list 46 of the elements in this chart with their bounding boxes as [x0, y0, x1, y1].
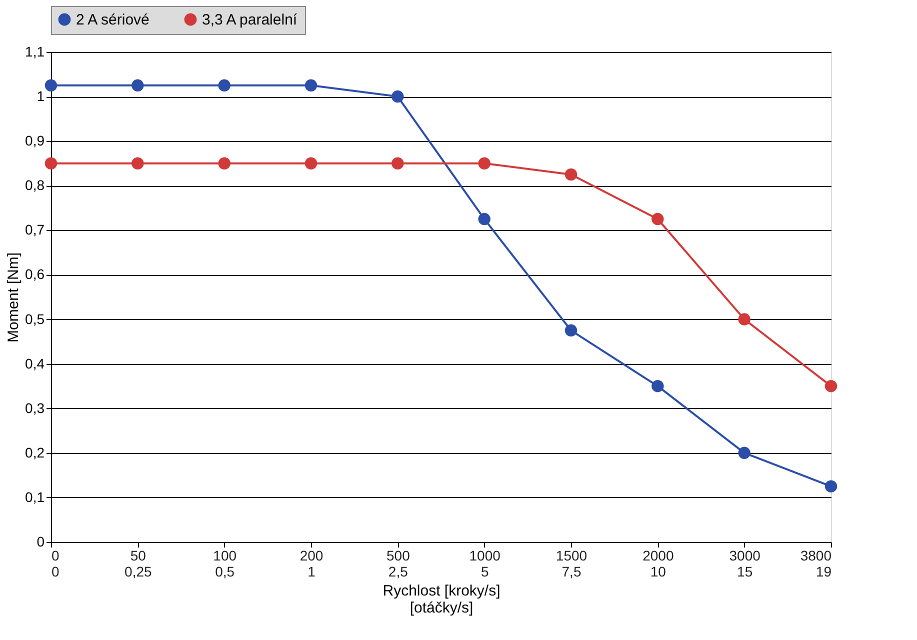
y-tick-label: 0,7	[25, 222, 45, 238]
point	[738, 313, 750, 326]
point	[824, 380, 838, 392]
y-axis-title: Moment [Nm]	[5, 252, 22, 343]
point	[392, 90, 404, 103]
y-tick-label: 0,8	[25, 177, 45, 194]
point	[652, 380, 664, 392]
y-tick-label: 0	[36, 534, 45, 550]
y-tick-label: 1,1	[25, 44, 45, 60]
point	[44, 157, 58, 170]
point	[564, 168, 578, 181]
x-tick-label: 200 1	[300, 548, 324, 580]
point	[564, 324, 578, 337]
x-tick-label: 500 2,5	[386, 548, 410, 580]
point	[218, 157, 230, 170]
y-tick-label: 0,9	[25, 132, 45, 149]
x-tick-label: 0 0	[52, 548, 60, 580]
point	[132, 157, 144, 170]
y-tick-label: 0,3	[25, 400, 45, 416]
point	[304, 157, 318, 170]
x-tick-label: 1500 7,5	[556, 548, 588, 580]
y-tick-label: 0,6	[25, 266, 45, 282]
x-axis-title: Rychlost [kroky/s] [otáčky/s]	[382, 582, 500, 616]
point	[824, 480, 838, 492]
point	[478, 212, 490, 226]
y-tick-label: 0,4	[25, 355, 45, 372]
point	[44, 79, 58, 92]
point	[132, 79, 144, 92]
legend-label: 3,3 A paralelní	[202, 12, 298, 29]
x-tick-label: 3800 19	[800, 548, 832, 580]
x-tick-label: 3000 15	[729, 548, 761, 580]
y-tick-label: 0,1	[25, 488, 45, 505]
y-tick-label: 0,5	[25, 310, 45, 327]
point	[304, 79, 318, 92]
y-tick-label: 0,2	[25, 444, 45, 460]
y-tick-label: 1	[36, 88, 45, 104]
x-tick-label: 50 0,25	[124, 548, 152, 580]
point	[478, 157, 490, 170]
x-tick-label: 100 0,5	[213, 548, 237, 580]
point	[218, 79, 230, 92]
point	[392, 157, 404, 170]
point	[738, 446, 750, 460]
legend-label: 2 A sériové	[76, 12, 150, 29]
x-tick-label: 1000 5	[469, 548, 501, 580]
point	[652, 212, 664, 226]
x-tick-label: 2000 10	[642, 548, 674, 580]
